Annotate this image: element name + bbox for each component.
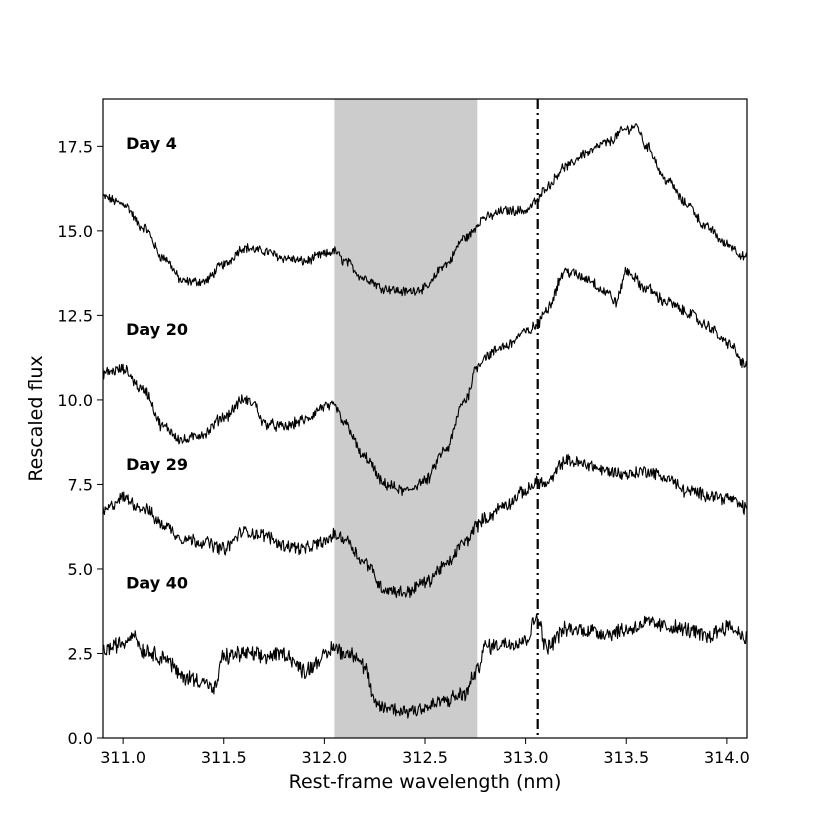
x-tick-label: 311.0 xyxy=(100,748,146,767)
y-tick-label: 12.5 xyxy=(57,306,93,325)
day-labels: Day 4 Day 20 Day 29 Day 40 xyxy=(126,134,188,593)
x-tick-label: 312.5 xyxy=(402,748,448,767)
shaded-region xyxy=(334,99,478,738)
series-line-day-3 xyxy=(102,453,748,599)
y-tick-label: 15.0 xyxy=(57,222,93,241)
y-tick-label: 0.0 xyxy=(68,729,93,748)
series-label: Day 29 xyxy=(126,455,188,474)
y-tick-label: 7.5 xyxy=(68,475,93,494)
x-tick-label: 312.0 xyxy=(301,748,347,767)
x-tick-label: 311.5 xyxy=(201,748,247,767)
series-label: Day 40 xyxy=(126,573,188,592)
y-tick-label: 17.5 xyxy=(57,137,93,156)
series-line-day-1 xyxy=(102,123,748,297)
series-line-day-2 xyxy=(102,266,748,497)
shaded-region-layer xyxy=(334,99,478,738)
y-axis-ticks: 0.0 2.5 5.0 7.5 10.0 12.5 15.0 17.5 xyxy=(57,137,103,748)
y-tick-label: 2.5 xyxy=(68,644,93,663)
y-axis-label: Rescaled flux xyxy=(25,355,47,481)
x-tick-label: 313.0 xyxy=(503,748,549,767)
series-layer xyxy=(102,123,748,719)
series-line-day-4 xyxy=(102,613,748,719)
y-tick-label: 10.0 xyxy=(57,391,93,410)
x-axis-label: Rest-frame wavelength (nm) xyxy=(289,771,562,793)
y-tick-label: 5.0 xyxy=(68,560,93,579)
x-tick-label: 313.5 xyxy=(603,748,649,767)
x-tick-label: 314.0 xyxy=(704,748,750,767)
series-label: Day 20 xyxy=(126,320,188,339)
series-label: Day 4 xyxy=(126,134,177,153)
x-axis-ticks: 311.0 311.5 312.0 312.5 313.0 313.5 314.0 xyxy=(100,738,750,767)
